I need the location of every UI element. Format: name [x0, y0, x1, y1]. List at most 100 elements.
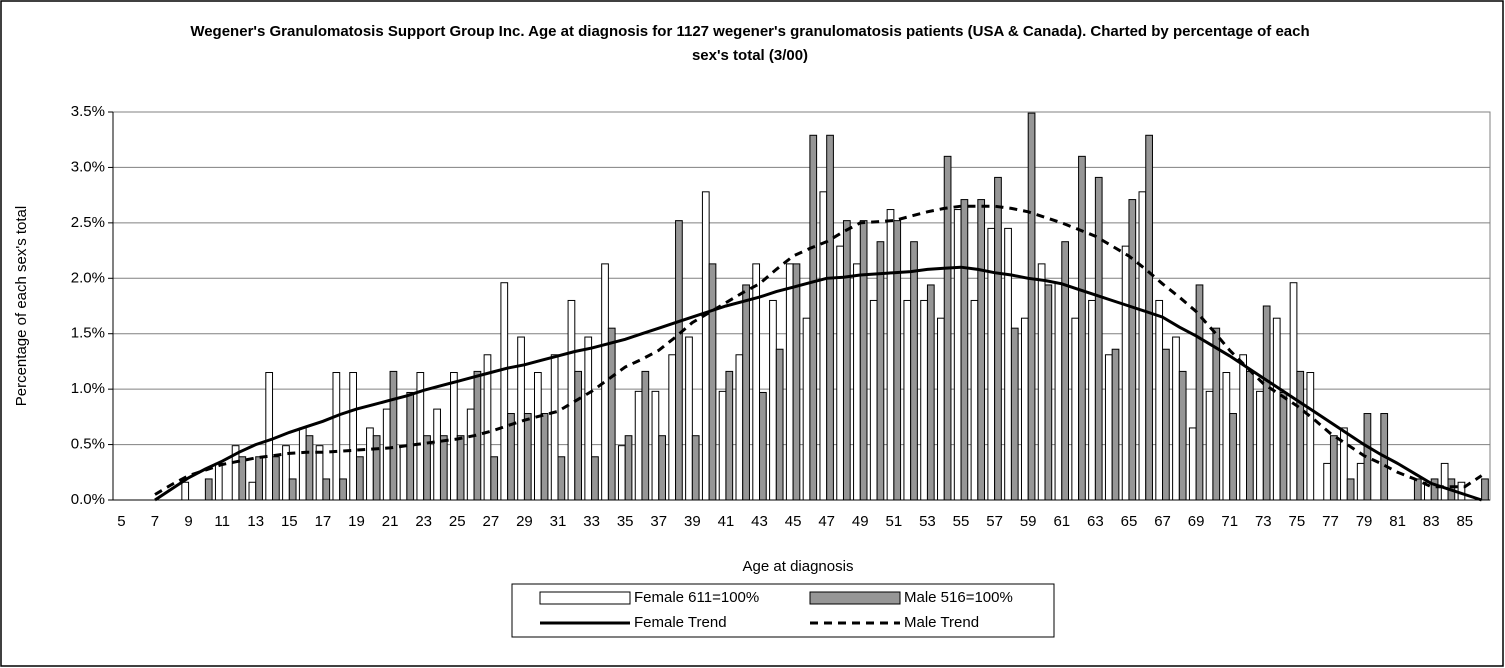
x-tick-label: 43: [751, 513, 768, 530]
x-tick-label: 79: [1356, 513, 1373, 530]
bar: [1212, 327, 1221, 501]
bar: [668, 354, 677, 501]
bar: [1239, 354, 1248, 501]
bar: [298, 427, 307, 501]
bar: [792, 263, 801, 501]
x-tick-label: 77: [1322, 513, 1339, 530]
bar: [1037, 263, 1046, 501]
bar: [769, 299, 777, 501]
x-tick-label: 27: [482, 513, 499, 530]
bar: [272, 456, 280, 501]
x-tick-label: 51: [886, 513, 903, 530]
bar: [735, 354, 744, 501]
bar: [926, 284, 935, 501]
bar: [658, 435, 666, 501]
bar: [439, 435, 448, 501]
bar: [920, 299, 928, 501]
bar: [752, 263, 761, 501]
bar: [533, 372, 542, 501]
bar: [903, 299, 912, 501]
bar: [584, 336, 593, 501]
bar: [1162, 348, 1170, 501]
bar: [483, 354, 492, 501]
x-tick-label: 13: [247, 513, 264, 530]
bar: [1205, 390, 1214, 501]
bar: [802, 317, 811, 501]
bar: [809, 134, 818, 501]
x-tick-label: 61: [1053, 513, 1070, 530]
bar: [641, 370, 650, 501]
bar: [1262, 305, 1271, 501]
legend-label: Female Trend: [634, 614, 727, 631]
bar: [332, 372, 341, 501]
bar: [943, 155, 952, 501]
bar: [305, 435, 314, 501]
bar: [591, 456, 599, 501]
bar: [1078, 155, 1086, 501]
y-tick-label: 0.5%: [71, 436, 105, 453]
bar: [355, 456, 364, 501]
bar: [214, 462, 223, 501]
x-tick-label: 17: [315, 513, 332, 530]
bar: [1279, 391, 1288, 501]
bar: [1061, 241, 1070, 501]
bar: [1121, 245, 1130, 501]
bar: [1481, 478, 1489, 501]
y-tick-label: 1.0%: [71, 380, 105, 397]
bar: [842, 220, 851, 501]
bar: [1323, 462, 1331, 501]
x-tick-label: 5: [117, 513, 125, 530]
bar: [970, 299, 979, 501]
bar: [315, 445, 324, 501]
bar: [507, 413, 515, 501]
x-tick-label: 37: [650, 513, 667, 530]
bar: [685, 336, 693, 501]
bar: [819, 191, 828, 501]
chart-title: Wegener's Granulomatosis Support Group I…: [190, 23, 1310, 64]
x-tick-label: 67: [1154, 513, 1171, 530]
bar: [1111, 348, 1120, 501]
bar: [953, 209, 962, 501]
bar: [701, 191, 710, 501]
bar: [1004, 227, 1012, 501]
x-tick-label: 69: [1188, 513, 1205, 530]
bar: [423, 435, 431, 501]
bar: [886, 209, 895, 501]
x-tick-label: 45: [785, 513, 802, 530]
x-tick-label: 55: [953, 513, 970, 530]
bar: [607, 327, 616, 501]
x-tick-label: 33: [583, 513, 600, 530]
x-tick-label: 83: [1423, 513, 1440, 530]
bar: [265, 372, 274, 501]
bar: [1356, 462, 1365, 501]
bar: [382, 408, 391, 501]
bar: [675, 220, 683, 501]
bar: [826, 134, 834, 501]
bar: [349, 372, 357, 501]
bar: [708, 263, 717, 501]
x-tick-label: 47: [818, 513, 835, 530]
bar: [523, 413, 532, 501]
y-tick-label: 3.5%: [71, 103, 105, 120]
x-tick-label: 9: [184, 513, 192, 530]
bar: [322, 478, 331, 501]
bar: [876, 241, 885, 501]
bar: [339, 478, 347, 501]
x-tick-label: 49: [852, 513, 869, 530]
bar: [960, 199, 969, 501]
bar: [1256, 390, 1264, 501]
bar: [1329, 435, 1338, 501]
x-tick-label: 25: [449, 513, 466, 530]
bar: [1222, 372, 1231, 501]
bar: [389, 370, 398, 501]
bar: [557, 456, 566, 501]
bar: [366, 427, 374, 501]
bar: [1104, 354, 1113, 501]
bar: [937, 317, 945, 501]
bar: [718, 390, 727, 501]
bar: [372, 435, 381, 501]
bar: [1188, 427, 1197, 501]
bar: [1054, 282, 1063, 501]
x-tick-label: 53: [919, 513, 936, 530]
bar: [399, 445, 408, 501]
